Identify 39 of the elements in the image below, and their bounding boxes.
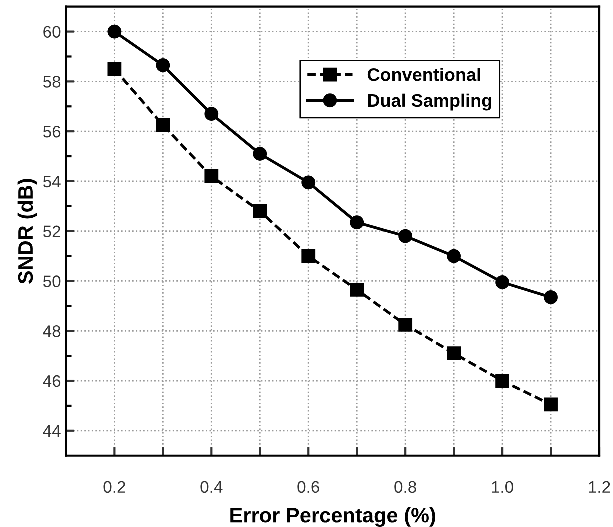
legend-label: Dual Sampling	[368, 94, 492, 111]
legend-label: Conventional	[368, 68, 480, 82]
point	[350, 216, 364, 230]
x-tick-label: 0.8	[394, 481, 416, 494]
point	[398, 229, 413, 244]
point	[156, 58, 170, 72]
point	[302, 249, 316, 264]
y-tick-label: 44	[43, 425, 61, 437]
y-tick-label: 54	[43, 176, 61, 188]
point	[350, 283, 364, 297]
point	[302, 176, 316, 190]
point	[253, 147, 268, 161]
point	[496, 276, 510, 290]
y-axis-title: SNDR (dB)	[18, 179, 38, 284]
x-tick-label: 0.4	[200, 481, 223, 494]
point	[447, 346, 462, 361]
y-tick-label: 48	[43, 326, 61, 338]
x-tick-label: 0.6	[298, 481, 320, 494]
point	[204, 170, 219, 184]
point	[204, 107, 219, 122]
x-tick-label: 0.2	[104, 481, 126, 494]
point	[496, 374, 510, 388]
point	[398, 318, 413, 332]
point	[108, 62, 122, 76]
x-tick-label: 1.2	[589, 481, 610, 493]
point	[447, 249, 462, 264]
point	[544, 290, 558, 304]
point	[108, 24, 122, 39]
point	[156, 118, 170, 132]
y-tick-label: 46	[43, 375, 61, 388]
y-tick-label: 50	[43, 276, 61, 288]
y-tick-label: 56	[43, 126, 61, 138]
y-tick-label: 60	[44, 26, 61, 38]
y-tick-label: 52	[43, 226, 61, 238]
point	[253, 204, 268, 218]
point	[544, 398, 558, 412]
x-tick-label: 1.0	[492, 481, 514, 494]
y-tick-label: 58	[43, 76, 61, 88]
x-axis-title: Error Percentage (%)	[230, 508, 436, 527]
